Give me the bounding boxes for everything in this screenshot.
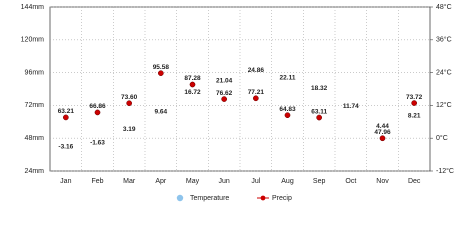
y-tick-label: 48mm [25, 135, 45, 142]
temperature-label: 8.21 [408, 112, 421, 119]
temperature-label: -3.16 [58, 144, 73, 151]
x-tick-label: Dec [408, 178, 421, 185]
legend-marker [260, 195, 266, 201]
precip-point [62, 114, 69, 121]
x-tick-label: Jan [60, 178, 71, 185]
precip-point [316, 114, 323, 121]
precip-point [94, 109, 101, 116]
y2-tick-label: 0°C [436, 134, 448, 142]
temperature-label: 22.11 [280, 74, 296, 81]
x-tick-label: Sep [313, 178, 326, 185]
precip-point [252, 95, 259, 102]
y2-tick-label: 48°C [436, 3, 452, 11]
precip-label: 87.28 [184, 75, 201, 82]
precip-point [126, 100, 133, 107]
y2-tick-label: 12°C [436, 101, 452, 109]
y2-tick-label: -12°C [436, 167, 454, 175]
x-tick-label: Jun [219, 178, 230, 185]
temperature-label: -1.63 [90, 139, 105, 146]
temperature-label: 9.64 [155, 109, 168, 116]
temperature-label: 18.32 [311, 85, 328, 92]
precip-label: 66.86 [89, 103, 106, 110]
temperature-label: 16.72 [184, 89, 201, 96]
y-tick-label: 72mm [25, 102, 45, 109]
x-tick-label: Oct [345, 178, 356, 185]
temperature-label: 3.19 [123, 126, 136, 133]
y-tick-label: 144mm [21, 4, 45, 11]
y2-tick-label: 36°C [436, 36, 452, 44]
y-tick-label: 24mm [25, 168, 45, 175]
x-tick-label: Mar [123, 178, 136, 185]
precip-point [189, 81, 196, 88]
x-tick-label: May [186, 178, 200, 185]
precip-point [411, 100, 418, 106]
y-tick-label: 96mm [25, 69, 45, 76]
x-tick-label: Aug [281, 178, 294, 185]
legend-label: Precip [272, 195, 292, 202]
chart: 24mm 48mm 72mm 96mm 120mm 144mm -12°C 0°C 12°C 24… [21, 3, 454, 202]
precip-label: 73.60 [121, 94, 138, 101]
y2-tick-label: 24°C [436, 68, 452, 76]
precip-point [284, 112, 291, 119]
precip-label: 63.11 [311, 108, 327, 115]
precip-label: 73.72 [406, 94, 423, 101]
precip-label: 76.62 [216, 90, 233, 97]
precip-label: 64.83 [279, 106, 296, 113]
precip-point [157, 70, 164, 77]
y-tick-label: 120mm [21, 37, 45, 44]
precip-label: 47.96 [374, 129, 391, 136]
x-tick-label: Apr [155, 178, 167, 185]
temperature-label: 4.44 [376, 123, 389, 130]
legend-marker [176, 194, 184, 202]
precip-point [379, 135, 386, 142]
x-tick-label: Nov [376, 178, 389, 185]
precip-label: 95.58 [153, 64, 170, 71]
x-tick-label: Feb [91, 178, 103, 185]
temperature-label: 21.04 [216, 77, 233, 84]
temperature-label: 11.74 [343, 103, 359, 110]
precip-label: 77.21 [248, 89, 265, 96]
legend-label: Temperature [190, 195, 229, 202]
temperature-label: 24.86 [248, 67, 265, 74]
x-tick-label: Jul [251, 178, 260, 185]
precip-label: 63.21 [58, 108, 75, 115]
precip-point [221, 96, 228, 102]
